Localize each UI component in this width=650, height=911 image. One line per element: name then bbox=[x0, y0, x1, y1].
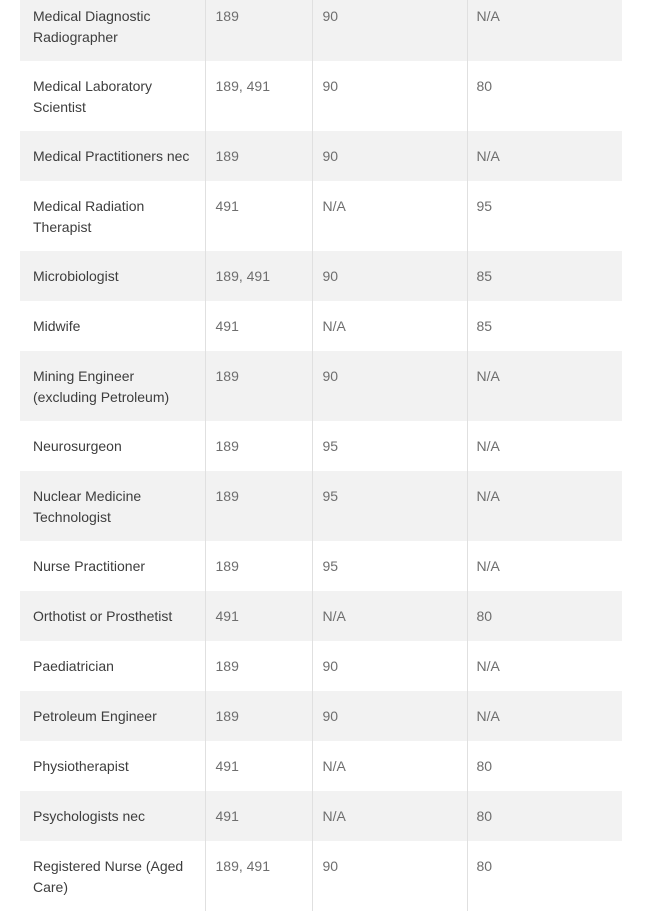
occupation-cell: Midwife bbox=[33, 318, 81, 334]
points-b-cell: 95 bbox=[466, 181, 622, 251]
table-row: Medical Radiation Therapist 491 N/A 95 bbox=[20, 181, 622, 251]
subclass-cell: 189 bbox=[204, 351, 312, 421]
points-b-cell: N/A bbox=[466, 351, 622, 421]
table-row: Medical Practitioners nec 189 90 N/A bbox=[20, 131, 622, 181]
points-a-cell: 95 bbox=[311, 421, 467, 471]
subclass-cell: 189 bbox=[204, 691, 312, 741]
occupation-cell: Orthotist or Prosthetist bbox=[33, 608, 173, 624]
occupation-cell: Physiotherapist bbox=[33, 758, 129, 774]
occupation-cell: Medical Laboratory Scientist bbox=[33, 78, 153, 115]
points-b-cell: N/A bbox=[466, 541, 622, 591]
subclass-cell: 189 bbox=[204, 541, 312, 591]
subclass-cell: 491 bbox=[204, 301, 312, 351]
occupation-cell: Nurse Practitioner bbox=[33, 558, 146, 574]
table-row: Medical Laboratory Scientist 189, 491 90… bbox=[20, 61, 622, 131]
points-b-cell: N/A bbox=[466, 691, 622, 741]
points-b-cell: N/A bbox=[466, 471, 622, 541]
occupation-cell: Mining Engineer (excluding Petroleum) bbox=[33, 368, 170, 405]
points-a-cell: 90 bbox=[311, 131, 467, 181]
points-a-cell: N/A bbox=[311, 791, 467, 841]
points-b-cell: 85 bbox=[466, 251, 622, 301]
table-row: Medical Diagnostic Radiographer 189 90 N… bbox=[20, 0, 622, 61]
points-b-cell: 85 bbox=[466, 301, 622, 351]
occupations-table: Medical Diagnostic Radiographer 189 90 N… bbox=[20, 0, 622, 911]
occupation-cell: Psychologists nec bbox=[33, 808, 146, 824]
points-b-cell: N/A bbox=[466, 0, 622, 61]
points-a-cell: 90 bbox=[311, 0, 467, 61]
occupation-cell: Nuclear Medicine Technologist bbox=[33, 488, 142, 525]
subclass-cell: 189, 491 bbox=[204, 841, 312, 911]
occupation-cell: Petroleum Engineer bbox=[33, 708, 157, 724]
occupation-cell: Medical Practitioners nec bbox=[33, 148, 190, 164]
points-a-cell: 90 bbox=[311, 251, 467, 301]
points-a-cell: N/A bbox=[311, 741, 467, 791]
points-b-cell: N/A bbox=[466, 421, 622, 471]
table-row: Nurse Practitioner 189 95 N/A bbox=[20, 541, 622, 591]
table-row: Neurosurgeon 189 95 N/A bbox=[20, 421, 622, 471]
points-b-cell: 80 bbox=[466, 741, 622, 791]
table-row: Nuclear Medicine Technologist 189 95 N/A bbox=[20, 471, 622, 541]
points-b-cell: N/A bbox=[466, 641, 622, 691]
subclass-cell: 189 bbox=[204, 0, 312, 61]
table-row: Paediatrician 189 90 N/A bbox=[20, 641, 622, 691]
points-a-cell: 90 bbox=[311, 641, 467, 691]
points-b-cell: 80 bbox=[466, 791, 622, 841]
subclass-cell: 189, 491 bbox=[204, 61, 312, 131]
occupation-cell: Microbiologist bbox=[33, 268, 119, 284]
table-row: Mining Engineer (excluding Petroleum) 18… bbox=[20, 351, 622, 421]
points-b-cell: 80 bbox=[466, 591, 622, 641]
occupation-points-table: Medical Diagnostic Radiographer 189 90 N… bbox=[20, 0, 622, 911]
points-a-cell: 90 bbox=[311, 841, 467, 911]
table-row: Petroleum Engineer 189 90 N/A bbox=[20, 691, 622, 741]
table-row: Psychologists nec 491 N/A 80 bbox=[20, 791, 622, 841]
points-a-cell: N/A bbox=[311, 591, 467, 641]
points-a-cell: 95 bbox=[311, 471, 467, 541]
points-a-cell: N/A bbox=[311, 181, 467, 251]
subclass-cell: 491 bbox=[204, 741, 312, 791]
occupation-cell: Medical Radiation Therapist bbox=[33, 198, 145, 235]
points-b-cell: 80 bbox=[466, 841, 622, 911]
points-a-cell: N/A bbox=[311, 301, 467, 351]
table-body: Medical Diagnostic Radiographer 189 90 N… bbox=[20, 0, 622, 911]
occupation-cell: Neurosurgeon bbox=[33, 438, 122, 454]
subclass-cell: 491 bbox=[204, 181, 312, 251]
table-row: Microbiologist 189, 491 90 85 bbox=[20, 251, 622, 301]
subclass-cell: 189 bbox=[204, 131, 312, 181]
table-row: Physiotherapist 491 N/A 80 bbox=[20, 741, 622, 791]
points-a-cell: 95 bbox=[311, 541, 467, 591]
occupation-cell: Paediatrician bbox=[33, 658, 114, 674]
points-a-cell: 90 bbox=[311, 691, 467, 741]
subclass-cell: 189 bbox=[204, 421, 312, 471]
occupation-cell: Medical Diagnostic Radiographer bbox=[33, 8, 151, 45]
subclass-cell: 491 bbox=[204, 591, 312, 641]
points-b-cell: 80 bbox=[466, 61, 622, 131]
points-a-cell: 90 bbox=[311, 61, 467, 131]
table-row: Orthotist or Prosthetist 491 N/A 80 bbox=[20, 591, 622, 641]
table-row: Midwife 491 N/A 85 bbox=[20, 301, 622, 351]
occupation-cell: Registered Nurse (Aged Care) bbox=[33, 858, 184, 895]
points-a-cell: 90 bbox=[311, 351, 467, 421]
subclass-cell: 491 bbox=[204, 791, 312, 841]
subclass-cell: 189 bbox=[204, 641, 312, 691]
table-row: Registered Nurse (Aged Care) 189, 491 90… bbox=[20, 841, 622, 911]
subclass-cell: 189 bbox=[204, 471, 312, 541]
subclass-cell: 189, 491 bbox=[204, 251, 312, 301]
points-b-cell: N/A bbox=[466, 131, 622, 181]
